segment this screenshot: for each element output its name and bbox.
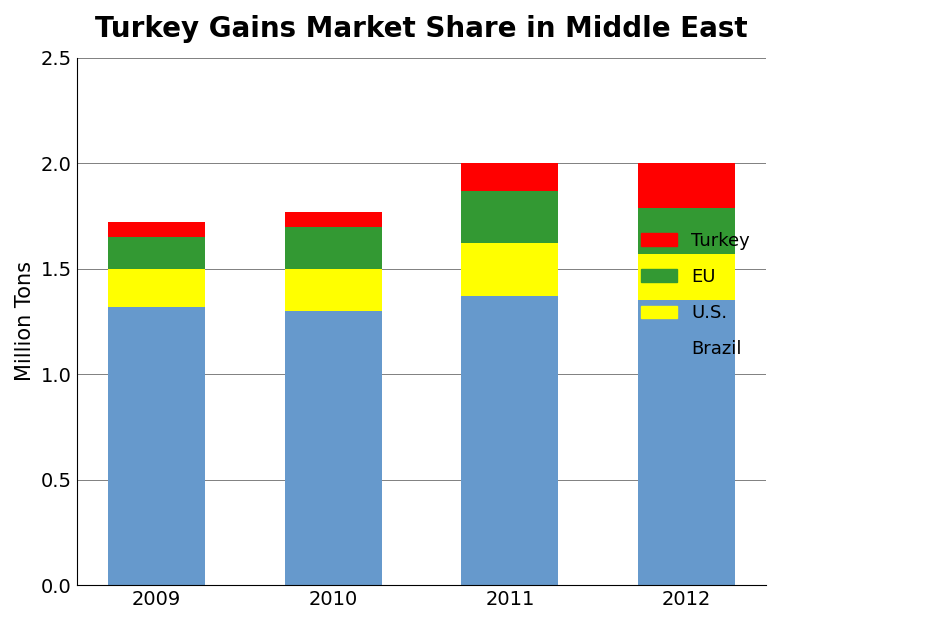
Bar — [637, 300, 734, 585]
Bar — [637, 254, 734, 300]
Bar — [461, 243, 558, 296]
Bar — [108, 237, 205, 269]
Bar — [461, 191, 558, 243]
Bar — [108, 222, 205, 237]
Bar — [461, 296, 558, 585]
Bar — [285, 212, 382, 227]
Bar — [285, 269, 382, 311]
Title: Turkey Gains Market Share in Middle East: Turkey Gains Market Share in Middle East — [95, 15, 747, 43]
Bar — [637, 208, 734, 254]
Bar — [108, 269, 205, 307]
Bar — [285, 227, 382, 269]
Bar — [108, 307, 205, 585]
Y-axis label: Million Tons: Million Tons — [15, 261, 35, 381]
Bar — [637, 163, 734, 208]
Legend: Turkey, EU, U.S., Brazil: Turkey, EU, U.S., Brazil — [633, 225, 757, 366]
Bar — [461, 163, 558, 191]
Bar — [285, 311, 382, 585]
